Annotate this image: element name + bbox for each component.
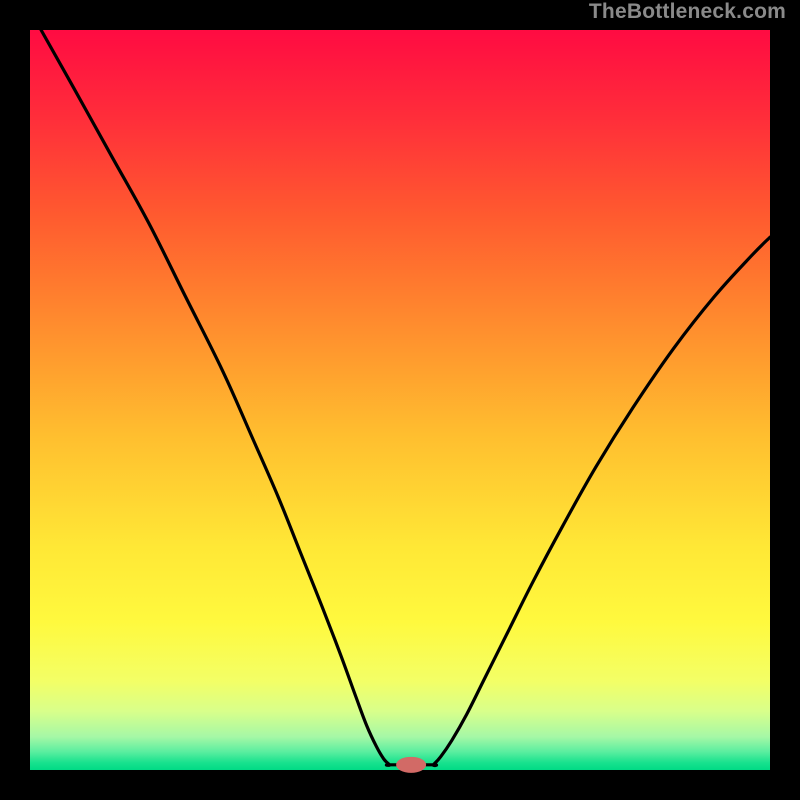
plot-area [30, 30, 770, 770]
chart-stage: TheBottleneck.com [0, 0, 800, 800]
optimal-marker [396, 757, 426, 773]
chart-svg [0, 0, 800, 800]
watermark-text: TheBottleneck.com [589, 0, 786, 24]
